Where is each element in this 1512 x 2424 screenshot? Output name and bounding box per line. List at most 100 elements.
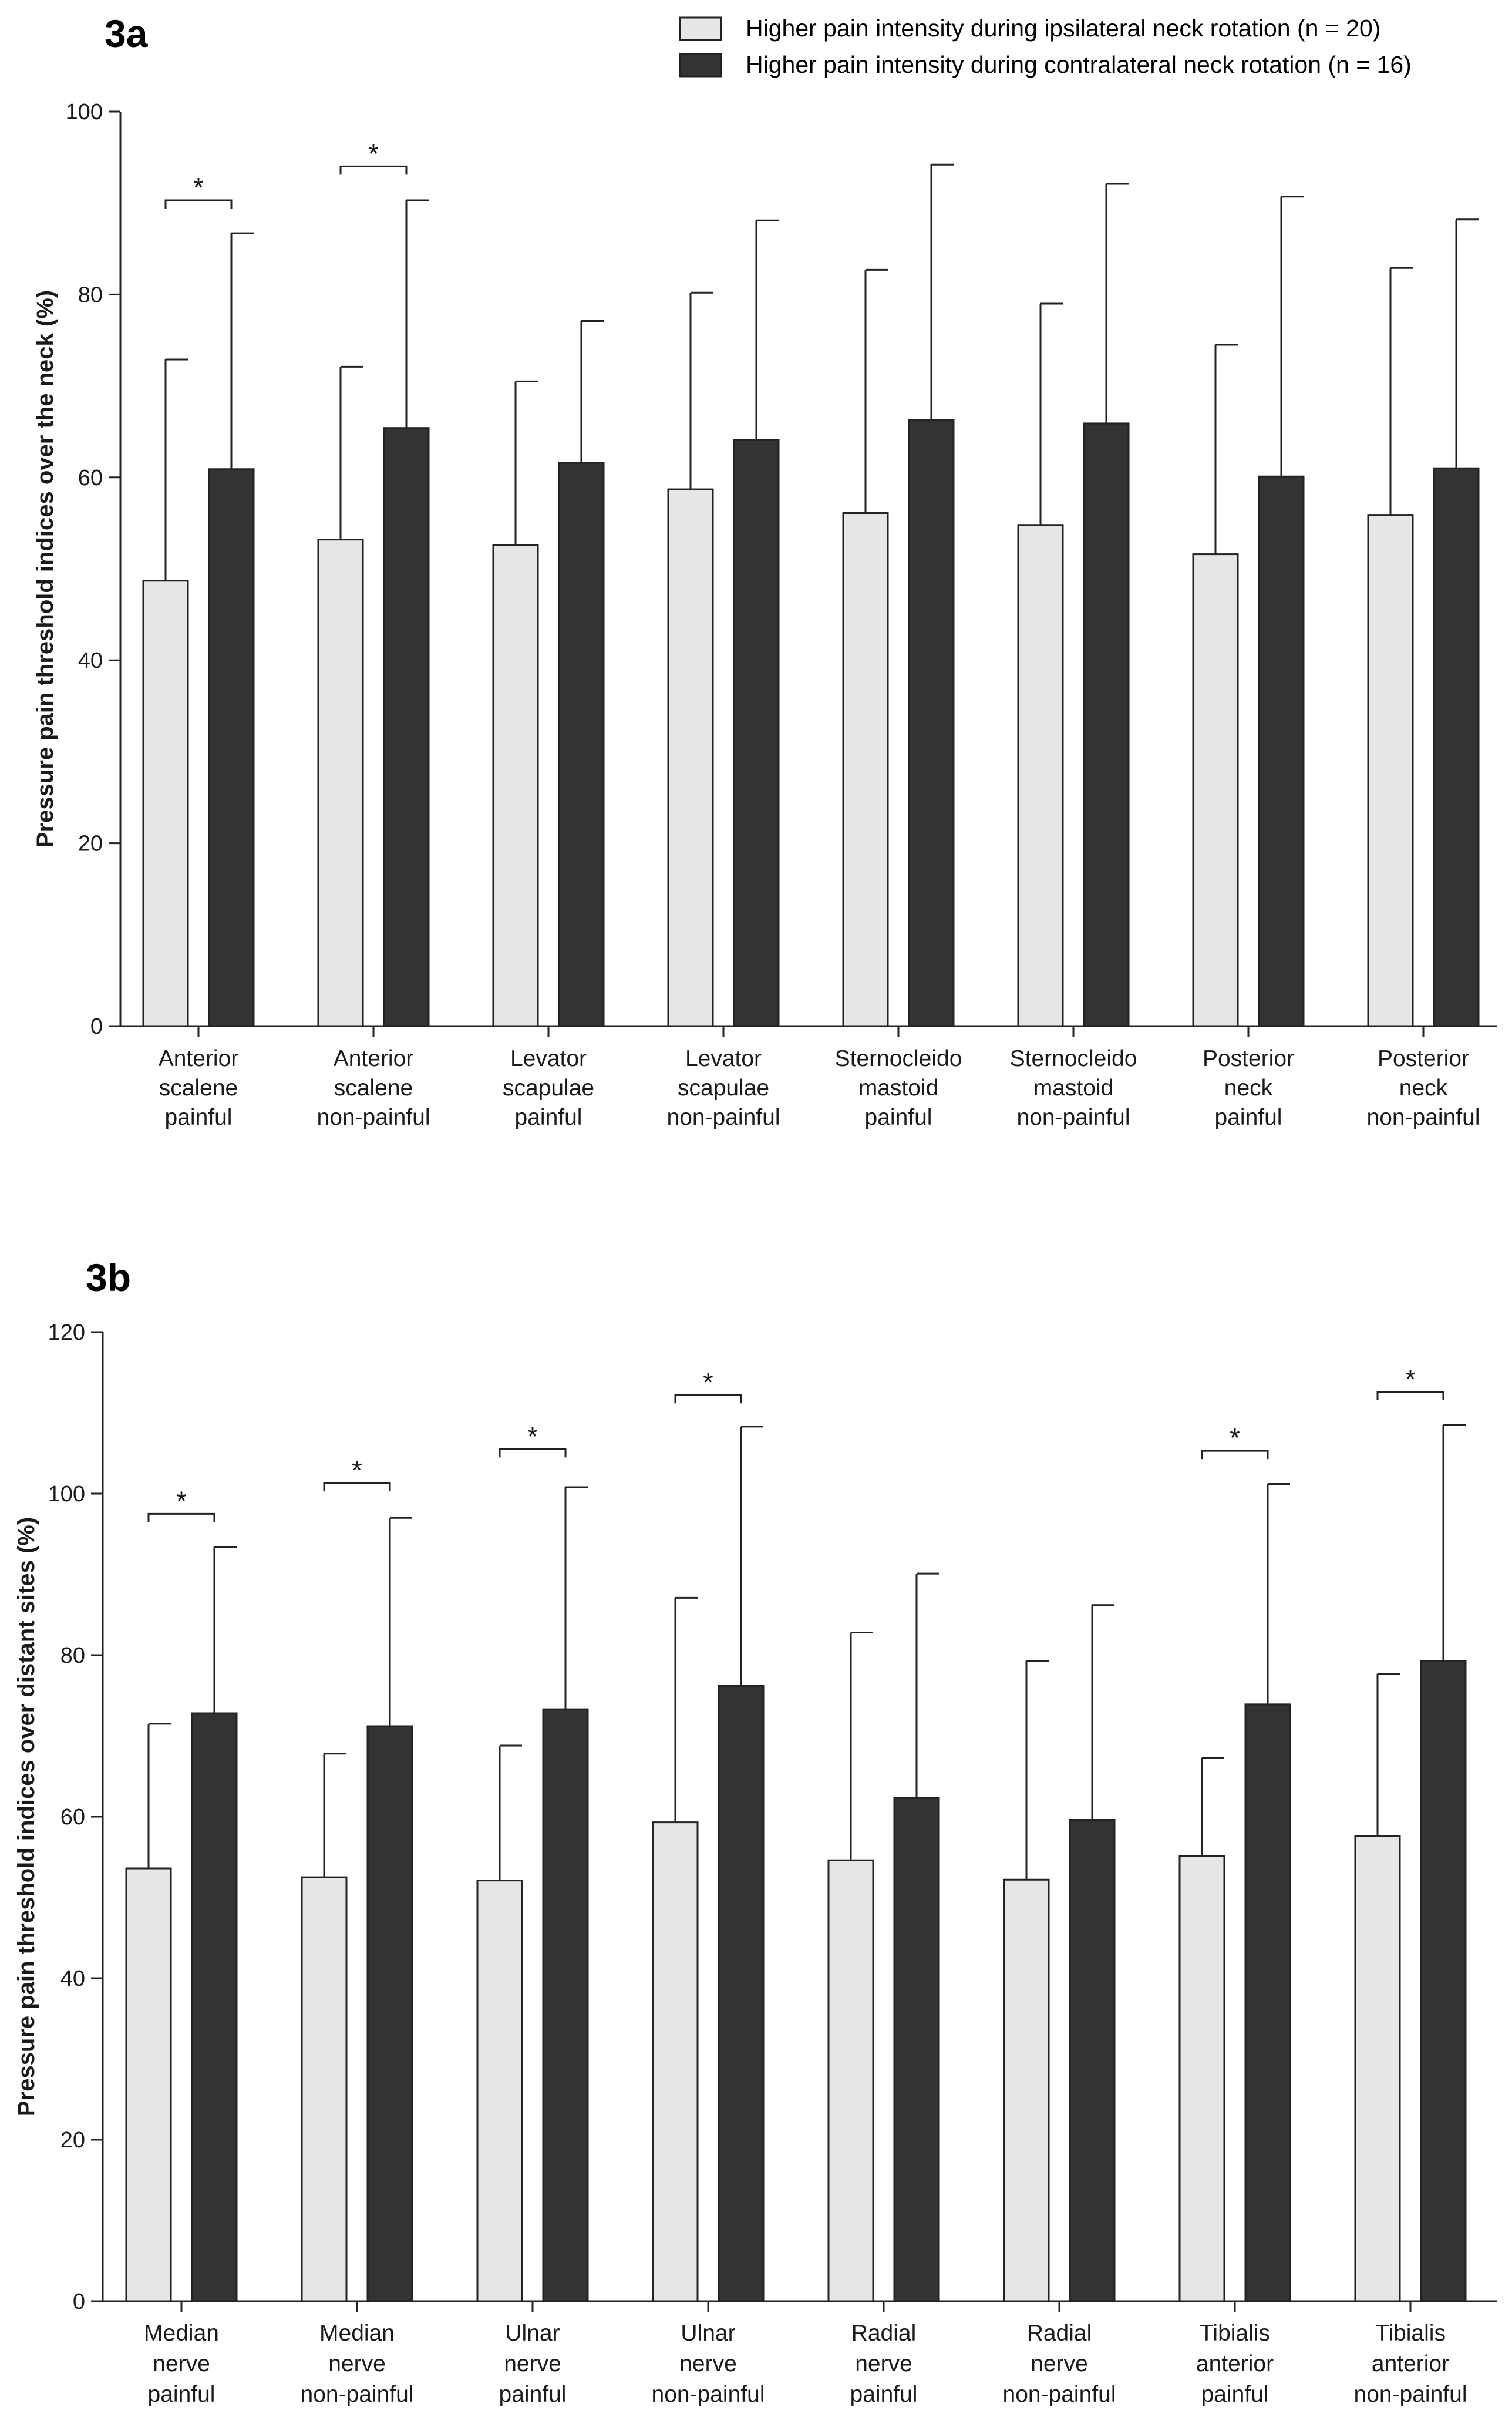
significance-star: * (176, 1485, 187, 1516)
x-category-label: Ulnar (681, 2321, 735, 2346)
y-tick-label: 80 (78, 283, 103, 307)
x-category-label: nerve (1031, 2351, 1088, 2376)
chart-panel-3b: 0 20 40 60 80 100 120 Pressure pain threshold i… (14, 1320, 1497, 2407)
x-category-label: non-painful (1354, 2382, 1467, 2407)
bar-contralateral (1244, 1703, 1291, 2302)
x-category-label: scalene (334, 1075, 413, 1101)
x-category-label: Levator (510, 1046, 587, 1071)
y-tick-label: 60 (60, 1805, 85, 1830)
legend-swatch-ipsilateral (679, 16, 722, 41)
significance-bracket (339, 165, 408, 175)
x-category-label: Anterior (334, 1046, 414, 1071)
panel-label-3a: 3a (105, 12, 149, 55)
bar-ipsilateral (1367, 514, 1414, 1027)
bar-ipsilateral (1017, 524, 1064, 1027)
x-category-label: scapulae (503, 1075, 594, 1101)
chart-panel-3a: 0 20 40 60 80 100 Pressure pain threshold indi… (32, 100, 1497, 1130)
bar-contralateral (208, 468, 255, 1027)
y-tick-label: 20 (78, 832, 103, 856)
x-category-label: Ulnar (505, 2321, 560, 2346)
x-category-label: mastoid (858, 1075, 939, 1101)
y-tick-label: 100 (48, 1482, 85, 1507)
x-category-label: Sternocleido (835, 1046, 962, 1071)
x-category-label: nerve (504, 2351, 561, 2376)
x-category-label: non-painful (1367, 1105, 1480, 1130)
bar-ipsilateral (1003, 1878, 1050, 2302)
x-category-label: non-painful (652, 2382, 765, 2407)
significance-bracket (147, 1512, 215, 1522)
significance-star: * (352, 1455, 362, 1485)
y-tick-label: 0 (73, 2289, 85, 2314)
bar-ipsilateral (667, 488, 714, 1027)
y-tick-label: 100 (66, 100, 103, 125)
bar-contralateral (1420, 1660, 1467, 2302)
x-category-label: painful (865, 1105, 932, 1130)
x-category-label: Tibialis (1375, 2321, 1446, 2346)
bar-contralateral (1083, 422, 1130, 1027)
x-category-label: anterior (1196, 2351, 1274, 2376)
x-category-label: Sternocleido (1010, 1046, 1137, 1071)
legend-swatch-contralateral (679, 53, 722, 78)
bar-contralateral (1069, 1819, 1116, 2302)
bar-ipsilateral (142, 580, 189, 1027)
bar-ipsilateral (125, 1867, 172, 2302)
significance-star: * (527, 1421, 538, 1451)
x-category-label: non-painful (667, 1105, 780, 1130)
x-category-label: neck (1224, 1075, 1273, 1101)
x-category-label: Radial (1027, 2321, 1092, 2346)
bar-contralateral (366, 1725, 413, 2302)
significance-bracket (1376, 1391, 1444, 1400)
significance-bracket (164, 199, 233, 209)
bar-contralateral (718, 1685, 765, 2302)
x-category-label: nerve (153, 2351, 210, 2376)
legend-label-ipsilateral: Higher pain intensity during ipsilateral… (746, 15, 1380, 42)
x-category-label: anterior (1372, 2351, 1449, 2376)
x-category-label: nerve (679, 2351, 737, 2376)
significance-star: * (368, 138, 379, 169)
x-category-label: painful (1201, 2382, 1269, 2407)
y-tick-label: 60 (78, 466, 103, 490)
bar-ipsilateral (652, 1821, 699, 2302)
bar-contralateral (733, 439, 780, 1027)
x-category-label: Tibialis (1200, 2321, 1270, 2346)
bar-contralateral (1258, 475, 1305, 1027)
significance-bracket (499, 1448, 567, 1458)
x-category-label: painful (499, 2382, 567, 2407)
x-category-label: Median (144, 2321, 219, 2346)
x-category-label: Levator (685, 1046, 762, 1071)
y-tick-label: 40 (78, 648, 103, 673)
x-category-label: neck (1399, 1075, 1448, 1101)
x-category-label: Posterior (1203, 1046, 1294, 1071)
significance-bracket (674, 1394, 742, 1404)
bar-ipsilateral (317, 539, 364, 1027)
y-tick-label: 20 (60, 2128, 85, 2153)
x-category-label: painful (165, 1105, 233, 1130)
bar-ipsilateral (842, 512, 889, 1027)
x-category-label: scapulae (678, 1075, 769, 1101)
y-tick-label: 0 (90, 1014, 103, 1039)
legend-label-contralateral: Higher pain intensity during contralater… (746, 51, 1412, 78)
x-category-label: scalene (159, 1075, 238, 1101)
x-category-label: painful (148, 2382, 215, 2407)
significance-bracket (323, 1482, 391, 1492)
bar-ipsilateral (1354, 1835, 1401, 2302)
significance-star: * (1230, 1423, 1240, 1453)
bar-contralateral (191, 1712, 238, 2302)
x-category-label: Radial (851, 2321, 917, 2346)
y-tick-label: 40 (60, 1966, 85, 1991)
x-category-label: painful (515, 1105, 582, 1130)
x-category-label: non-painful (1017, 1105, 1130, 1130)
x-category-label: Median (319, 2321, 395, 2346)
bar-ipsilateral (827, 1859, 874, 2302)
bar-ipsilateral (1192, 553, 1239, 1027)
bar-ipsilateral (301, 1876, 348, 2302)
bar-contralateral (383, 427, 430, 1027)
bar-contralateral (1433, 467, 1480, 1027)
y-tick-label: 120 (48, 1320, 85, 1345)
bar-ipsilateral (476, 1880, 523, 2302)
y-axis-title: Pressure pain threshold indices over the… (32, 290, 58, 848)
significance-star: * (1405, 1364, 1416, 1394)
bar-ipsilateral (1178, 1855, 1225, 2302)
bar-contralateral (893, 1797, 940, 2302)
